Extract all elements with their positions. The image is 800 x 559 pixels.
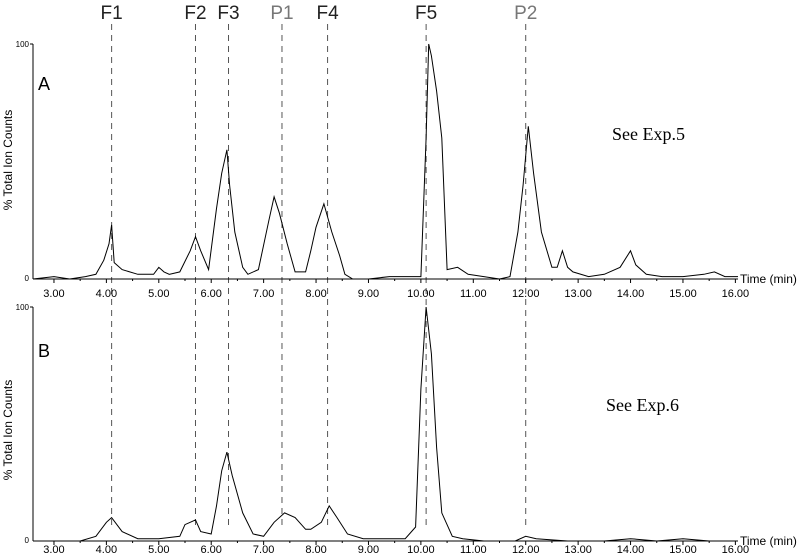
x-tick-label: 14.00 (617, 544, 645, 556)
x-tick-label: 4.00 (96, 288, 117, 300)
x-tick-label: 5.00 (148, 544, 169, 556)
y-tick-label-max: 100 (16, 40, 30, 49)
experiment-note: See Exp.6 (606, 395, 679, 415)
x-tick-label: 9.00 (358, 288, 379, 300)
peak-marker-label: F5 (415, 3, 437, 24)
x-tick-label: 8.00 (305, 544, 326, 556)
experiment-note: See Exp.5 (612, 124, 685, 144)
x-tick-label: 10.00 (407, 544, 435, 556)
x-tick-label: 9.00 (358, 544, 379, 556)
panel-label: B (38, 341, 50, 361)
peak-marker-label: F2 (184, 3, 206, 24)
x-tick-label: 13.00 (564, 288, 592, 300)
x-tick-label: 13.00 (564, 544, 592, 556)
x-tick-label: 12.00 (512, 288, 540, 300)
peak-markers: F1 F2 F3 P1 F4 F5 P2 (101, 3, 537, 525)
x-tick-label: 11.00 (460, 288, 487, 300)
x-tick-label: 15.00 (669, 288, 697, 300)
panel-b: 100 0 % Total Ion Counts 3.00 4.00 5.00 6.00 7.… (1, 303, 797, 556)
x-tick-label: 16.00 (722, 288, 750, 300)
x-tick-label: 15.00 (669, 544, 697, 556)
panel-label: A (38, 74, 50, 94)
x-tick-label: 12.00 (512, 544, 540, 556)
peak-marker-label: F3 (217, 3, 239, 24)
x-axis-label: Time (min) (740, 534, 797, 548)
x-tick-label: 6.00 (201, 288, 222, 300)
y-axis-label: % Total Ion Counts (1, 110, 15, 211)
y-axis-label: % Total Ion Counts (1, 380, 15, 481)
x-tick-label: 10.00 (407, 288, 435, 300)
x-axis-label: Time (min) (740, 272, 797, 286)
y-tick-label-max: 100 (16, 303, 30, 312)
x-tick-label: 4.00 (96, 544, 117, 556)
x-tick-label: 7.00 (253, 288, 274, 300)
x-tick-label: 3.00 (43, 288, 64, 300)
peak-marker-label: F1 (101, 3, 123, 24)
trace-line (32, 43, 738, 280)
x-tick-label: 7.00 (253, 544, 274, 556)
x-tick-label: 5.00 (148, 288, 169, 300)
peak-marker-label: P2 (514, 3, 537, 24)
x-tick-label: 3.00 (43, 544, 64, 556)
panel-a: 100 0 % Total Ion Counts 3.00 4.00 5.00 6.00 7.… (1, 40, 797, 300)
trace-line (33, 306, 738, 542)
x-tick-label: 6.00 (201, 544, 222, 556)
y-tick-label-min: 0 (25, 274, 30, 283)
x-tick-label: 11.00 (460, 544, 487, 556)
peak-marker-label: F4 (316, 3, 339, 24)
y-tick-label-min: 0 (25, 536, 30, 545)
x-tick-label: 8.00 (305, 288, 326, 300)
x-tick-label: 14.00 (617, 288, 645, 300)
peak-marker-label: P1 (270, 3, 293, 24)
x-tick-label: 16.00 (722, 544, 750, 556)
